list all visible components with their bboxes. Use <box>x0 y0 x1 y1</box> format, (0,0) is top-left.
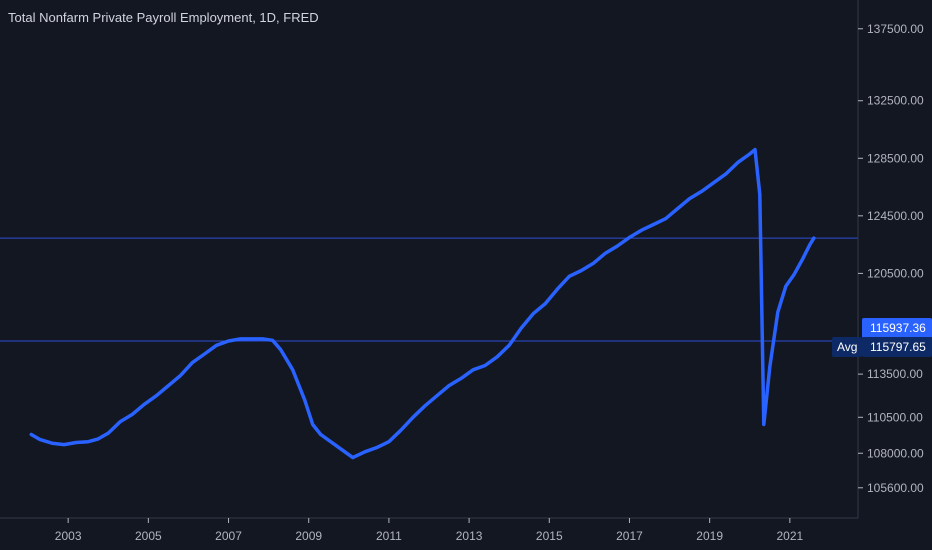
badge-label: Avg <box>837 340 857 354</box>
y-tick-label: 110500.00 <box>867 410 923 424</box>
price-axis[interactable]: 105600.00 108000.00 110500.00 113500.00 1205… <box>858 22 924 495</box>
badge-value: 115797.65 <box>870 340 926 354</box>
y-tick-label: 113500.00 <box>867 367 923 381</box>
avg-badge: 115797.65 Avg <box>832 337 932 358</box>
price-badges: 115937.36 115797.65 Avg <box>832 318 932 358</box>
x-tick-label: 2005 <box>135 529 162 543</box>
last-value-badge: 115937.36 <box>862 318 932 339</box>
y-tick-label: 128500.00 <box>867 151 924 165</box>
badge-value: 115937.36 <box>870 321 926 335</box>
x-tick-label: 2013 <box>456 529 483 543</box>
chart-title: Total Nonfarm Private Payroll Employment… <box>8 10 319 25</box>
x-tick-label: 2015 <box>536 529 563 543</box>
y-tick-label: 124500.00 <box>867 209 924 223</box>
series-line-payroll <box>29 147 816 460</box>
y-tick-label: 132500.00 <box>867 94 924 108</box>
x-tick-label: 2003 <box>55 529 82 543</box>
y-tick-label: 108000.00 <box>867 446 924 460</box>
x-tick-label: 2021 <box>776 529 803 543</box>
reference-lines <box>0 237 858 342</box>
x-tick-label: 2019 <box>696 529 723 543</box>
x-tick-label: 2007 <box>215 529 242 543</box>
x-tick-label: 2017 <box>616 529 643 543</box>
x-tick-label: 2009 <box>295 529 322 543</box>
y-tick-label: 137500.00 <box>867 22 924 36</box>
y-tick-label: 120500.00 <box>867 266 924 280</box>
time-axis[interactable]: 2003 2005 2007 2009 2011 2013 2015 2017 2019 2021 <box>55 518 804 543</box>
y-tick-label: 105600.00 <box>867 481 924 495</box>
x-tick-label: 2011 <box>376 529 402 543</box>
